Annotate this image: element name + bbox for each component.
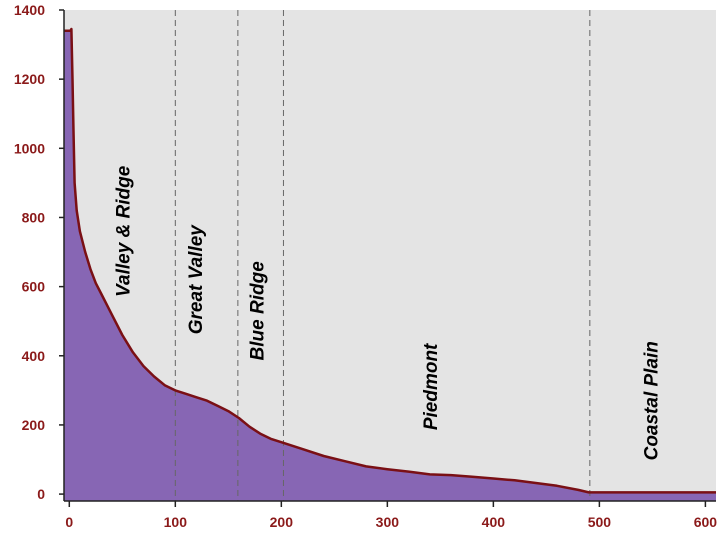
region-labels: Valley & Ridge Great Valley Blue Ridge Pied… [114, 165, 663, 460]
region-label: Coastal Plain [642, 341, 663, 460]
elevation-area [64, 29, 716, 501]
x-tick-label: 400 [482, 514, 506, 530]
x-tick-label: 600 [694, 514, 718, 530]
x-tick-label: 500 [588, 514, 612, 530]
elevation-line [64, 27, 716, 494]
x-tick-label: 200 [270, 514, 294, 530]
region-label: Blue Ridge [247, 261, 268, 361]
region-dividers [174, 10, 591, 501]
y-tick-label: 1400 [14, 2, 45, 18]
region-label: Valley & Ridge [114, 165, 135, 297]
y-tick-label: 0 [37, 486, 45, 502]
y-tick-label: 1000 [14, 140, 45, 156]
x-tick-label: 100 [164, 514, 188, 530]
y-axis-ticks: 0 200 400 600 800 1000 1200 1400 [14, 2, 64, 502]
y-tick-label: 400 [22, 348, 46, 364]
x-tick-label: 0 [65, 514, 73, 530]
y-tick-label: 1200 [14, 71, 45, 87]
region-label: Great Valley [186, 224, 207, 335]
region-label: Piedmont [421, 343, 442, 430]
x-tick-label: 300 [376, 514, 400, 530]
y-tick-label: 200 [22, 417, 46, 433]
y-tick-label: 800 [22, 209, 46, 225]
x-axis-ticks: 0 100 200 300 400 500 600 [65, 501, 717, 530]
y-tick-label: 600 [22, 279, 46, 295]
